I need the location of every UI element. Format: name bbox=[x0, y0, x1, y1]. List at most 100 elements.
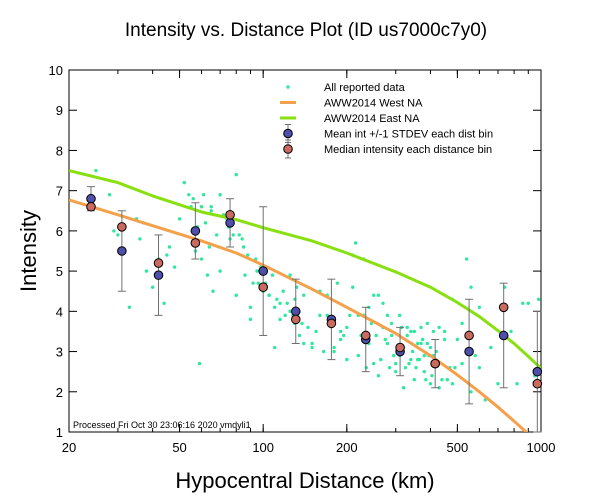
reported-data-point bbox=[437, 325, 441, 330]
reported-data-point bbox=[353, 241, 358, 245]
mean-marker bbox=[153, 270, 164, 280]
plot-area bbox=[68, 69, 542, 433]
reported-data-point bbox=[218, 269, 222, 273]
median-marker bbox=[153, 258, 164, 268]
reported-data-point bbox=[376, 373, 381, 378]
reported-data-point bbox=[405, 325, 409, 330]
reported-data-point bbox=[167, 245, 172, 249]
reported-data-point bbox=[489, 345, 493, 350]
reported-data-point bbox=[445, 378, 450, 382]
plot-frame bbox=[68, 69, 542, 433]
reported-data-point bbox=[450, 382, 455, 386]
median-marker bbox=[360, 330, 371, 341]
reported-data-point bbox=[430, 373, 434, 378]
reported-data-point bbox=[385, 341, 390, 346]
reported-data-point bbox=[442, 337, 447, 342]
reported-data-point bbox=[394, 361, 398, 366]
reported-data-point bbox=[348, 313, 352, 318]
reported-data-point bbox=[422, 369, 426, 374]
median-marker bbox=[258, 282, 268, 293]
reported-data-point bbox=[412, 329, 417, 334]
mean-marker bbox=[258, 266, 268, 276]
reported-data-point bbox=[403, 365, 408, 370]
reported-data-point bbox=[267, 293, 271, 297]
reported-data-point bbox=[338, 337, 343, 342]
reported-data-point bbox=[496, 382, 500, 386]
x-tick-label: 200 bbox=[336, 440, 358, 455]
reported-data-point bbox=[144, 269, 149, 273]
reported-data-point bbox=[389, 333, 394, 338]
reported-data-point bbox=[285, 301, 289, 305]
reported-data-point bbox=[199, 257, 204, 261]
y-tick-label: 3 bbox=[56, 345, 63, 360]
reported-data-point bbox=[243, 273, 247, 277]
reported-data-point bbox=[414, 365, 418, 370]
median-marker bbox=[190, 238, 201, 248]
reported-data-point bbox=[345, 325, 349, 330]
x-axis-ticks: 20 50 100 200 500 1000 bbox=[62, 70, 555, 455]
reported-data-point bbox=[477, 305, 482, 310]
y-tick-label: 9 bbox=[56, 103, 63, 118]
mean-marker bbox=[532, 366, 543, 377]
reported-data-point bbox=[256, 281, 260, 285]
median-marker bbox=[395, 342, 405, 353]
reported-data-point bbox=[424, 378, 428, 382]
processed-footnote: Processed Fri Oct 30 23:06:16 2020 vmdyl… bbox=[73, 420, 251, 430]
reported-data-point bbox=[332, 349, 336, 354]
mean-marker bbox=[86, 193, 96, 204]
reported-data-point bbox=[383, 337, 387, 342]
median-marker bbox=[290, 314, 301, 325]
reported-data-point bbox=[197, 361, 202, 366]
reported-data-point bbox=[278, 317, 282, 322]
reported-data-point bbox=[419, 341, 423, 346]
west-na-curve bbox=[69, 198, 529, 432]
x-tick-label: 100 bbox=[252, 440, 274, 455]
reported-data-point bbox=[191, 197, 195, 201]
reported-data-point bbox=[416, 357, 420, 362]
reported-data-point bbox=[314, 329, 318, 334]
y-axis-ticks: 1 2 3 4 5 6 7 8 9 10 bbox=[49, 63, 541, 440]
reported-data-point bbox=[182, 180, 186, 185]
reported-data-point bbox=[138, 237, 142, 241]
legend-label-mean: Mean int +/-1 STDEV each dist bin bbox=[324, 129, 493, 141]
reported-data-point bbox=[199, 205, 204, 209]
reported-data-point bbox=[536, 297, 541, 301]
x-tick-label: 20 bbox=[62, 440, 76, 455]
reported-data-point bbox=[397, 313, 402, 318]
reported-data-point bbox=[214, 233, 219, 237]
mean-marker bbox=[117, 246, 127, 256]
reported-data-point bbox=[300, 321, 304, 326]
reported-data-point bbox=[241, 245, 246, 249]
mean-marker bbox=[498, 330, 509, 341]
y-tick-label: 4 bbox=[56, 304, 63, 319]
legend-label-median: Median intensity each distance bin bbox=[324, 144, 492, 156]
y-tick-label: 10 bbox=[49, 63, 63, 78]
reported-data-point bbox=[372, 361, 376, 366]
reported-data-point bbox=[209, 209, 213, 213]
median-marker bbox=[117, 222, 127, 232]
reported-data-point bbox=[351, 285, 355, 289]
reported-data-point bbox=[203, 221, 208, 225]
reported-data-point bbox=[374, 333, 378, 338]
reported-data-point bbox=[288, 273, 292, 277]
reported-data-point bbox=[251, 281, 255, 285]
reported-data-point bbox=[338, 329, 343, 334]
reported-data-point bbox=[425, 341, 430, 346]
reported-data-point bbox=[420, 337, 425, 342]
reported-data-point bbox=[455, 337, 460, 342]
reported-data-point bbox=[234, 293, 238, 297]
reported-data-point bbox=[526, 301, 530, 305]
reported-data-point bbox=[255, 269, 259, 273]
reported-data-point bbox=[381, 301, 385, 305]
median-marker bbox=[326, 318, 337, 329]
reported-data-point bbox=[416, 341, 420, 346]
y-tick-label: 8 bbox=[56, 143, 63, 158]
reported-data-point bbox=[431, 329, 436, 334]
reported-data-point bbox=[460, 321, 464, 326]
reported-data-point bbox=[387, 365, 392, 370]
reported-data-point bbox=[127, 305, 132, 310]
legend-symbol-reported bbox=[286, 85, 290, 89]
reported-data-point bbox=[162, 301, 166, 305]
